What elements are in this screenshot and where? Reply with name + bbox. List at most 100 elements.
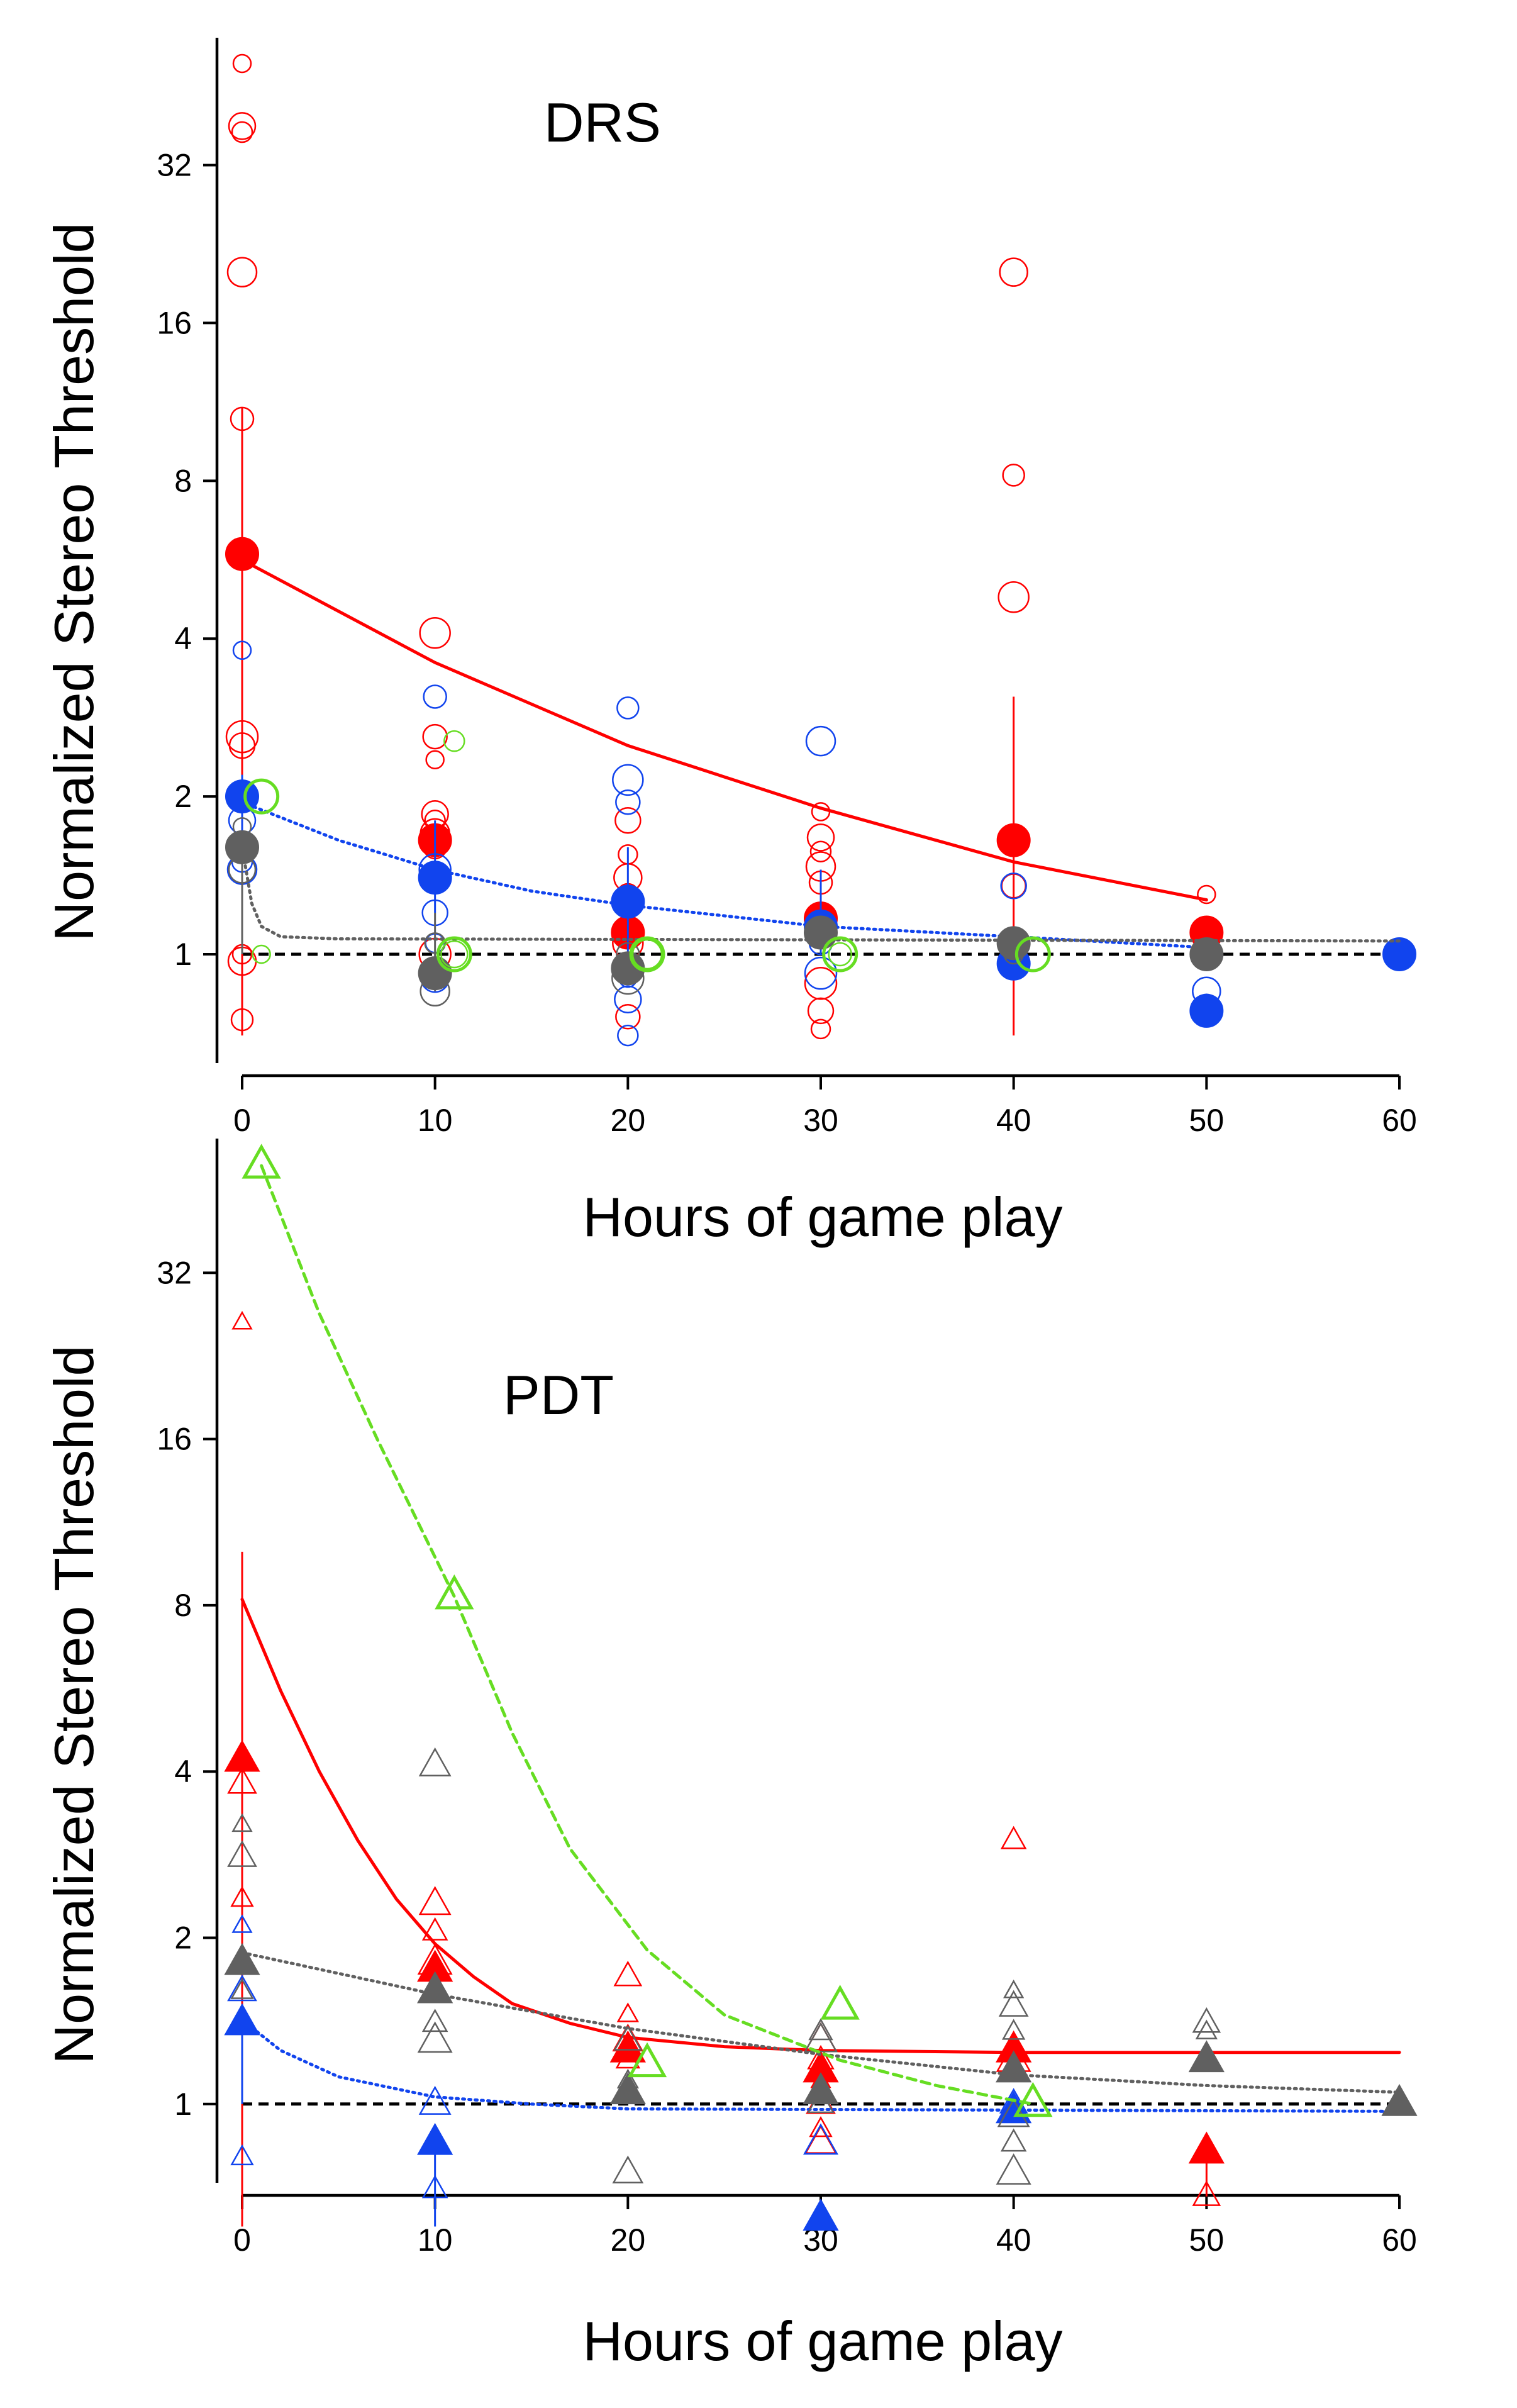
drs-red-individual-point xyxy=(425,750,445,769)
drs-blue-individual-point xyxy=(423,684,447,709)
pdt-gray-individual-point xyxy=(418,1747,452,1776)
drs-panel-title: DRS xyxy=(544,91,661,153)
drs-gray-mean-point xyxy=(996,926,1031,961)
pdt-gray-individual-point xyxy=(1000,2128,1027,2152)
drs-red-individual-point xyxy=(807,997,835,1025)
drs-red-individual-point xyxy=(230,406,255,432)
drs-blue-individual-point xyxy=(617,1024,639,1047)
drs-x-tick-label: 30 xyxy=(803,1103,838,1138)
drs-red-individual-point xyxy=(228,732,256,759)
pdt-x-tick-label: 20 xyxy=(611,2222,646,2258)
pdt-blue-individual-point xyxy=(230,2144,254,2166)
pdt-gray-individual-point xyxy=(997,2098,1030,2127)
pdt-gray-individual-point xyxy=(612,2155,644,2183)
pdt-gray-mean-point xyxy=(1188,2040,1225,2073)
drs-y-tick-label: 4 xyxy=(174,621,192,656)
pdt-red-individual-point xyxy=(1192,2180,1221,2206)
pdt-green-fit-curve xyxy=(260,1164,1035,2106)
drs-x-tick-label: 60 xyxy=(1382,1103,1417,1138)
drs-red-individual-point xyxy=(422,723,448,750)
pdt-red-individual-point xyxy=(804,2124,837,2154)
drs-green-individual-point xyxy=(631,939,663,970)
pdt-blue-individual-point xyxy=(227,1974,257,2002)
pdt-green-mean-point xyxy=(242,1144,281,1179)
drs-blue-individual-point xyxy=(612,764,644,796)
pdt-blue-individual-point xyxy=(418,2085,452,2115)
pdt-red-individual-point xyxy=(809,2115,833,2138)
pdt-x-tick-label: 40 xyxy=(996,2222,1031,2258)
drs-blue-individual-point xyxy=(805,725,836,757)
pdt-panel: PDT Normalized Stereo Threshold Hours of… xyxy=(43,1139,1418,2372)
drs-gray-fit-curve xyxy=(240,845,1401,943)
drs-blue-mean-point xyxy=(611,884,645,919)
drs-green-individual-point xyxy=(440,940,469,969)
pdt-red-individual-point xyxy=(230,1886,254,1907)
pdt-blue-individual-point xyxy=(231,1914,253,1933)
drs-red-fit-curve xyxy=(240,558,1208,901)
pdt-gray-individual-point xyxy=(417,2021,453,2053)
drs-red-individual-point xyxy=(1197,884,1216,905)
pdt-red-mean-point xyxy=(609,2030,646,2063)
drs-red-individual-point xyxy=(230,1008,254,1032)
pdt-gray-individual-point xyxy=(230,1978,254,1999)
drs-y-tick-label: 32 xyxy=(157,148,192,183)
pdt-x-axis-title: Hours of game play xyxy=(582,2310,1062,2372)
pdt-y-tick-label: 2 xyxy=(174,1920,192,1955)
drs-x-axis-title: Hours of game play xyxy=(582,1186,1062,1248)
drs-blue-individual-point xyxy=(615,789,641,815)
pdt-x-tick-label: 60 xyxy=(1382,2222,1417,2258)
pdt-gray-individual-point xyxy=(996,2153,1031,2185)
drs-gray-mean-point xyxy=(1189,937,1224,971)
drs-red-individual-point xyxy=(806,823,835,852)
pdt-y-tick-label: 1 xyxy=(174,2087,192,2122)
drs-x-tick-label: 40 xyxy=(996,1103,1031,1138)
drs-red-mean-point xyxy=(225,537,259,571)
drs-red-individual-point xyxy=(804,966,838,1000)
drs-x-tick-label: 50 xyxy=(1189,1103,1225,1138)
drs-y-tick-label: 2 xyxy=(174,779,192,814)
drs-green-mean-point xyxy=(243,778,280,815)
pdt-red-individual-point xyxy=(227,1767,257,1794)
pdt-green-mean-point xyxy=(627,2042,667,2078)
drs-blue-individual-point xyxy=(614,985,642,1014)
drs-red-individual-point xyxy=(811,802,831,822)
drs-y-tick-label: 16 xyxy=(157,305,192,340)
pdt-gray-individual-point xyxy=(1001,2019,1026,2040)
pdt-red-individual-point xyxy=(1000,1826,1027,1849)
drs-red-individual-point xyxy=(419,617,451,649)
pdt-gray-individual-point xyxy=(1192,2007,1221,2033)
pdt-green-mean-point xyxy=(435,1574,474,1610)
drs-red-individual-point xyxy=(231,121,253,143)
drs-blue-individual-point xyxy=(232,640,252,661)
drs-green-mean-point xyxy=(1014,936,1051,973)
drs-blue-individual-point xyxy=(616,696,640,720)
pdt-x-tick-label: 50 xyxy=(1189,2222,1225,2258)
drs-green-mean-point xyxy=(436,936,472,973)
pdt-green-mean-point xyxy=(820,1985,860,2020)
drs-y-axis-title: Normalized Stereo Threshold xyxy=(43,223,105,942)
pdt-gray-individual-point xyxy=(808,2018,833,2041)
pdt-blue-mean-point xyxy=(224,2003,260,2036)
drs-blue-mean-point xyxy=(225,779,259,814)
pdt-y-tick-label: 8 xyxy=(174,1588,192,1623)
drs-gray-mean-point xyxy=(418,956,452,991)
drs-red-individual-point xyxy=(614,806,642,834)
pdt-red-mean-point xyxy=(1188,2131,1225,2164)
pdt-y-tick-label: 4 xyxy=(174,1754,192,1789)
pdt-green-mean-point xyxy=(1013,2082,1053,2117)
drs-green-mean-point xyxy=(822,936,859,973)
pdt-y-tick-label: 16 xyxy=(157,1422,192,1457)
pdt-gray-mean-point xyxy=(1381,2083,1418,2116)
pdt-blue-mean-point xyxy=(803,2199,839,2231)
drs-panel: DRS Normalized Stereo Threshold Hours of… xyxy=(43,38,1417,1248)
pdt-gray-mean-point xyxy=(417,1971,453,2004)
drs-x-tick-label: 10 xyxy=(418,1103,453,1138)
drs-red-individual-point xyxy=(226,257,258,287)
pdt-gray-mean-point xyxy=(803,2072,839,2105)
pdt-gray-individual-point xyxy=(231,1813,253,1832)
drs-x-tick-label: 0 xyxy=(233,1103,251,1138)
drs-gray-individual-point xyxy=(424,932,446,954)
pdt-y-axis-title: Normalized Stereo Threshold xyxy=(43,1346,105,2065)
pdt-y-tick-label: 32 xyxy=(157,1255,192,1290)
drs-red-individual-point xyxy=(1002,464,1025,487)
